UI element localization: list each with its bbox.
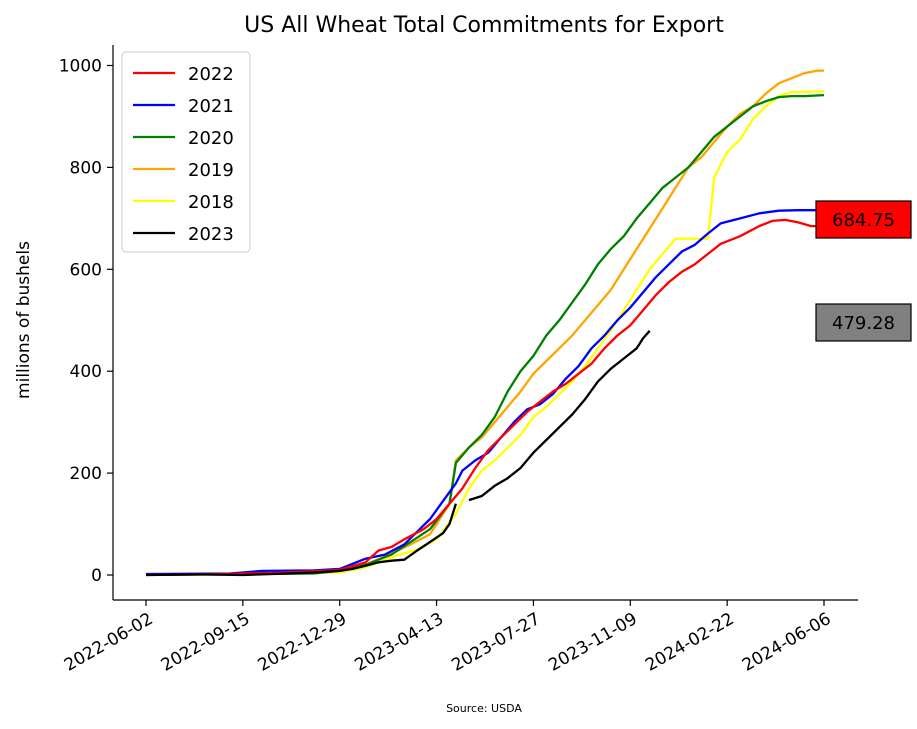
series-line-2022 (145, 218, 824, 577)
legend: 2022 2021 2020 2019 2018 2023 (121, 51, 251, 253)
x-tick-label: 2024-02-22 (642, 609, 738, 676)
y-tick-label: 600 (70, 260, 102, 280)
end-value-label: 684.75 (832, 210, 895, 231)
y-tick-label: 1000 (59, 57, 102, 77)
series-line-2020 (145, 93, 825, 576)
x-tick-label: 2024-06-06 (739, 609, 835, 676)
x-tick-label: 2023-11-09 (545, 609, 641, 676)
end-value-box (815, 200, 912, 239)
y-ticks: 0 200 400 600 800 1000 (59, 57, 113, 586)
y-tick-label: 200 (70, 464, 102, 484)
legend-label: 2020 (188, 128, 234, 149)
x-ticks: 2022-06-02 2022-09-15 2022-12-29 2023-04-13… (61, 600, 835, 676)
legend-label: 2022 (188, 64, 234, 85)
y-tick-label: 400 (70, 362, 102, 382)
series-line-2023 (145, 330, 651, 577)
series-line-2021 (145, 209, 824, 576)
x-tick-label: 2022-09-15 (158, 609, 254, 676)
end-labels: 684.75 479.28 (815, 200, 912, 342)
y-tick-label: 0 (91, 566, 102, 586)
source-note: Source: USDA (446, 702, 522, 715)
end-value-label: 479.28 (832, 313, 895, 334)
y-axis-label: millions of bushels (14, 241, 34, 399)
y-tick-label: 800 (70, 158, 102, 178)
legend-label: 2019 (188, 160, 234, 181)
x-tick-label: 2022-12-29 (255, 609, 351, 676)
legend-label: 2023 (188, 224, 234, 245)
x-tick-label: 2023-04-13 (352, 609, 448, 676)
plot-lines (145, 69, 825, 577)
chart-title: US All Wheat Total Commitments for Expor… (244, 13, 724, 38)
y-axis: millions of bushels 0 200 400 600 800 1000 (14, 57, 113, 586)
legend-label: 2021 (188, 96, 234, 117)
legend-label: 2018 (188, 192, 234, 213)
x-tick-label: 2022-06-02 (61, 609, 157, 676)
x-tick-label: 2023-07-27 (448, 609, 544, 676)
end-value-box (815, 303, 912, 342)
series-line-2018 (145, 89, 825, 577)
